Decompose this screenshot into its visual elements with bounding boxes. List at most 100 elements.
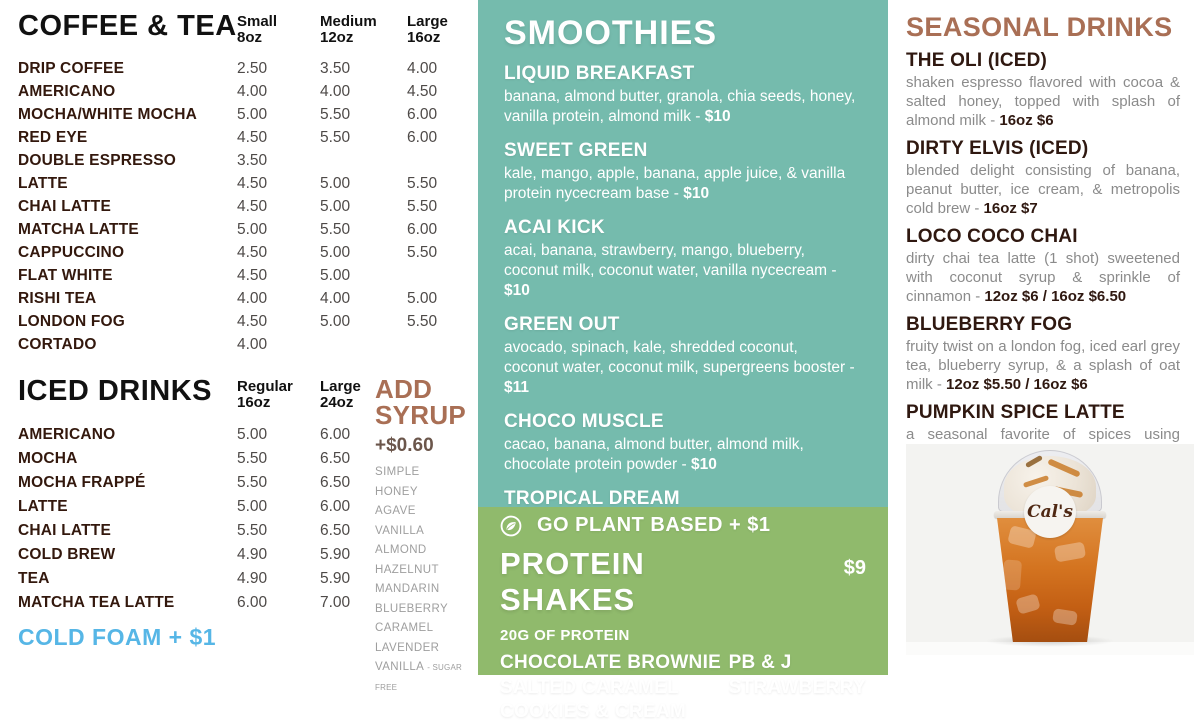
- item-name: TEA: [18, 570, 50, 587]
- protein-shakes-title: PROTEIN SHAKES: [500, 546, 645, 617]
- table-row: CHAI LATTE 4.50 5.00 5.50: [18, 195, 468, 218]
- smoothie-price: $10: [690, 456, 717, 473]
- oz-label: 24oz: [320, 394, 354, 411]
- iced-drink-cup: Cal's: [994, 450, 1106, 642]
- add-syrup-section: ADD SYRUP +$0.60 SIMPLE HONEY AGAVE VANI…: [375, 376, 485, 697]
- table-row: MOCHA/WHITE MOCHA 5.00 5.50 6.00: [18, 103, 468, 126]
- item-name: CHAI LATTE: [18, 522, 111, 539]
- item-name: AMERICANO: [18, 426, 116, 443]
- oz-label: 16oz: [237, 394, 271, 411]
- price-large: 6.00: [407, 220, 438, 238]
- price-regular: 6.00: [237, 594, 268, 611]
- smoothie-item: GREEN OUT avocado, spinach, kale, shredd…: [504, 314, 862, 398]
- smoothie-name: CHOCO MUSCLE: [504, 411, 664, 432]
- price-large: 5.50: [407, 243, 438, 261]
- smoothie-desc: cacao, banana, almond butter, almond mil…: [504, 435, 856, 475]
- leaf-icon: [500, 515, 522, 536]
- protein-shakes-header: PROTEIN SHAKES $9: [500, 546, 866, 618]
- oz-label: 16oz: [407, 29, 441, 46]
- size-label: Medium: [320, 13, 377, 30]
- smoothies-title: SMOOTHIES: [504, 14, 718, 52]
- seasonal-desc: shaken espresso flavored with cocoa & sa…: [906, 73, 1180, 130]
- smoothie-item: CHOCO MUSCLE cacao, banana, almond butte…: [504, 411, 862, 475]
- price-small: 5.00: [237, 220, 268, 238]
- table-row: TEA 4.90 5.90: [18, 567, 468, 591]
- smoothie-price: $10: [504, 282, 530, 299]
- item-name: RISHI TEA: [18, 289, 97, 307]
- price-medium: 5.00: [320, 174, 351, 192]
- price-medium: 4.00: [320, 82, 351, 100]
- item-name: CORTADO: [18, 335, 97, 353]
- coffee-tea-title: COFFEE & TEA: [18, 10, 237, 42]
- price-large: 6.00: [320, 426, 351, 443]
- smoothie-desc: avocado, spinach, kale, shredded coconut…: [504, 338, 856, 398]
- price-small: 4.50: [237, 174, 268, 192]
- size-header-large: Large 24oz: [320, 375, 407, 411]
- table-row: CORTADO 4.00: [18, 333, 468, 356]
- add-syrup-title-line1: ADD: [375, 374, 433, 404]
- seasonal-item: LOCO COCO CHAI dirty chai tea latte (1 s…: [906, 226, 1180, 306]
- item-name: MOCHA/WHITE MOCHA: [18, 105, 198, 123]
- item-name: LATTE: [18, 174, 68, 192]
- price-medium: 4.00: [320, 289, 351, 307]
- seasonal-desc: blended delight consisting of banana, pe…: [906, 161, 1180, 218]
- price-large: 6.00: [407, 105, 438, 123]
- seasonal-name: LOCO COCO CHAI: [906, 226, 1078, 247]
- price-large: 5.90: [320, 546, 351, 563]
- price-large: 6.50: [320, 522, 351, 539]
- smoothies-panel: SMOOTHIES LIQUID BREAKFAST banana, almon…: [478, 0, 888, 550]
- price-regular: 5.00: [237, 498, 268, 515]
- size-label: Regular: [237, 378, 293, 395]
- syrup-flavor: CARAMEL: [375, 622, 434, 634]
- seasonal-name: PUMPKIN SPICE LATTE: [906, 402, 1125, 423]
- protein-shake-flavors: CHOCOLATE BROWNIE SALTED CARAMEL COOKIES…: [500, 651, 866, 725]
- table-row: COLD BREW 4.90 5.90: [18, 543, 468, 567]
- item-name: AMERICANO: [18, 82, 116, 100]
- syrup-flavor: LAVENDER: [375, 641, 440, 654]
- price-medium: 5.00: [320, 266, 351, 284]
- item-name: LONDON FOG: [18, 312, 126, 330]
- price-large: 5.00: [407, 289, 438, 307]
- desc-text: dirty chai tea latte (1 shot) sweetened …: [906, 250, 1180, 305]
- price-medium: 5.50: [320, 105, 351, 123]
- cals-logo: Cal's: [1024, 486, 1076, 538]
- table-row: LATTE 5.00 6.00: [18, 495, 468, 519]
- item-name: DOUBLE ESPRESSO: [18, 151, 177, 169]
- protein-shakes-subtitle: 20G OF PROTEIN: [500, 627, 630, 644]
- price-small: 4.50: [237, 128, 268, 146]
- smoothie-name: GREEN OUT: [504, 314, 620, 335]
- flavor-column-2: PB & J STRAWBERRY: [729, 651, 866, 725]
- syrup-flavor: HONEY: [375, 485, 418, 498]
- item-name: COLD BREW: [18, 546, 116, 563]
- price-regular: 5.50: [237, 474, 268, 491]
- protein-shakes-panel: GO PLANT BASED + $1 PROTEIN SHAKES $9 20…: [478, 507, 888, 722]
- item-name: MOCHA FRAPPÉ: [18, 474, 146, 491]
- price-small: 4.50: [237, 197, 268, 215]
- iced-drinks-header: ICED DRINKS Regular 16oz Large 24oz: [18, 375, 468, 411]
- price-medium: 5.50: [320, 220, 351, 238]
- smoothie-desc: acai, banana, strawberry, mango, blueber…: [504, 241, 856, 301]
- cals-logo-text: Cal's: [1027, 502, 1073, 522]
- seasonal-drinks-section: SEASONAL DRINKS THE OLI (ICED) shaken es…: [906, 12, 1180, 490]
- syrup-flavor: MANDARIN: [375, 583, 440, 595]
- size-label: Large: [407, 13, 448, 30]
- size-header-large: Large 16oz: [407, 10, 468, 46]
- cup-body: [997, 518, 1103, 642]
- table-row: AMERICANO 5.00 6.00: [18, 423, 468, 447]
- table-row: MOCHA FRAPPÉ 5.50 6.50: [18, 471, 468, 495]
- syrup-flavor: VANILLA: [375, 524, 425, 537]
- ice-cube: [1015, 593, 1041, 615]
- iced-drinks-title: ICED DRINKS: [18, 375, 213, 407]
- syrup-flavor: HAZELNUT: [375, 563, 439, 576]
- item-name: DRIP COFFEE: [18, 59, 125, 77]
- table-row: DOUBLE ESPRESSO 3.50: [18, 149, 468, 172]
- coffee-tea-rows: DRIP COFFEE 2.50 3.50 4.00 AMERICANO 4.00 4.0…: [18, 57, 468, 356]
- table-row: CHAI LATTE 5.50 6.50: [18, 519, 468, 543]
- item-name: MATCHA TEA LATTE: [18, 594, 175, 611]
- smoothie-name: TROPICAL DREAM: [504, 488, 680, 509]
- price-small: 2.50: [237, 59, 268, 77]
- price-medium: 5.00: [320, 312, 351, 330]
- shake-flavor: SALTED CARAMEL: [500, 676, 680, 698]
- price-medium: 5.00: [320, 197, 351, 215]
- price-medium: 5.50: [320, 128, 351, 146]
